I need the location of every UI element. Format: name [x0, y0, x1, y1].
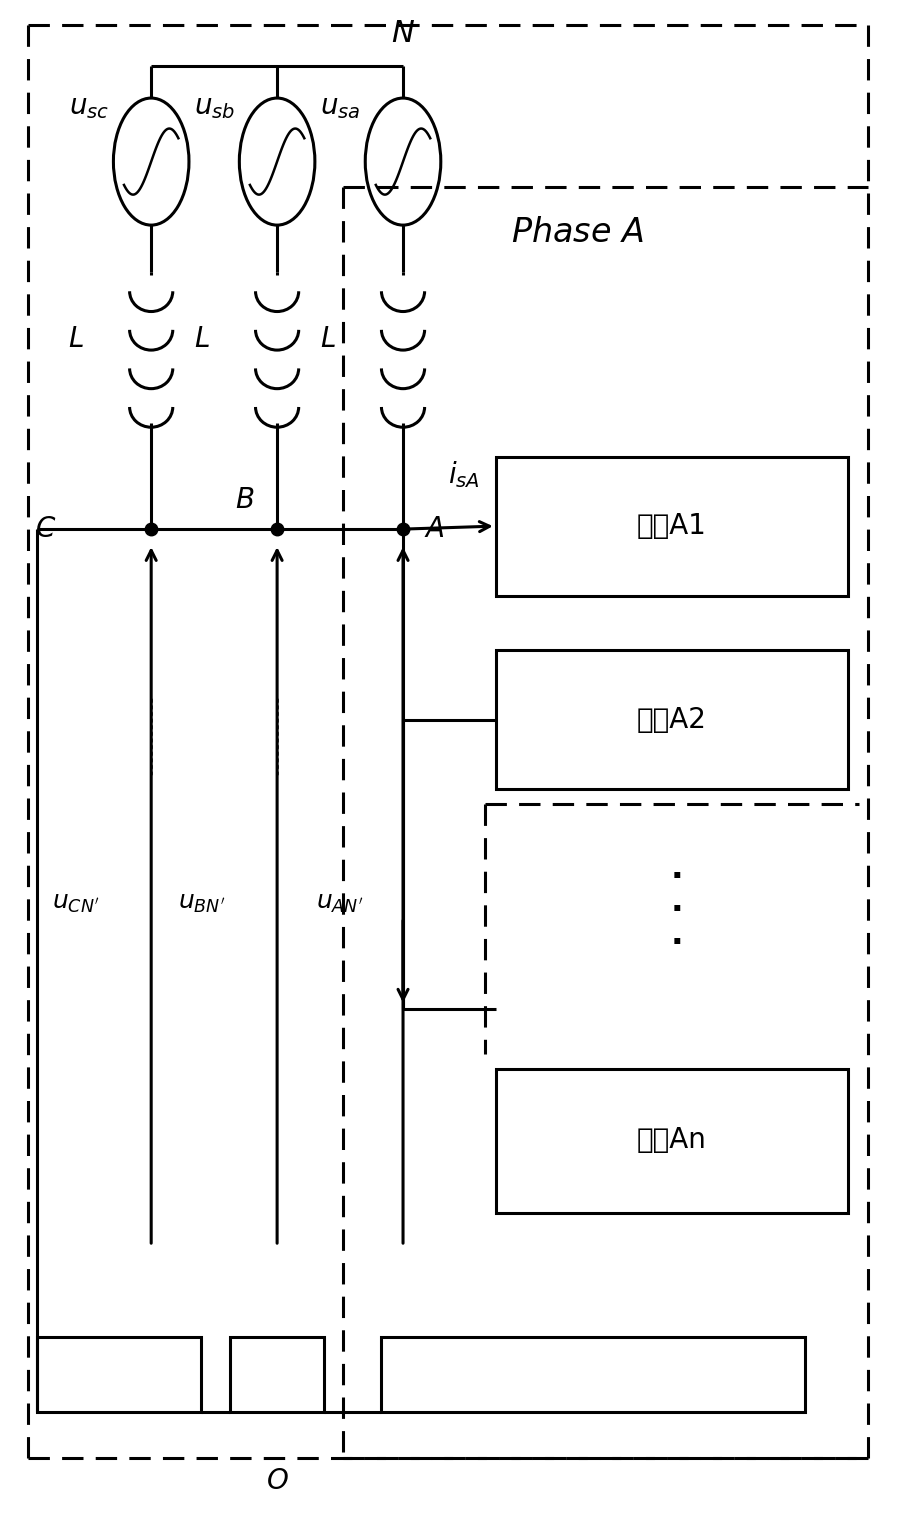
Bar — [496, 457, 848, 595]
Text: $A$: $A$ — [424, 515, 444, 543]
Text: $u_{AN^{\prime}}$: $u_{AN^{\prime}}$ — [316, 891, 363, 915]
Text: $L$: $L$ — [68, 325, 84, 352]
Text: 模块A1: 模块A1 — [637, 512, 707, 540]
Text: $\mathit{Phase\ A}$: $\mathit{Phase\ A}$ — [511, 216, 644, 249]
Text: $N$: $N$ — [391, 20, 415, 49]
Text: $L$: $L$ — [194, 325, 210, 352]
Text: $u_{CN^{\prime}}$: $u_{CN^{\prime}}$ — [52, 891, 100, 915]
Text: 模块An: 模块An — [637, 1126, 707, 1154]
Text: $u_{BN^{\prime}}$: $u_{BN^{\prime}}$ — [178, 891, 225, 915]
Text: $O$: $O$ — [266, 1466, 289, 1495]
Text: ·
·
·: · · · — [671, 861, 683, 959]
Text: $u_{sc}$: $u_{sc}$ — [69, 93, 109, 121]
Bar — [231, 1337, 324, 1412]
Text: $L$: $L$ — [319, 325, 336, 352]
Bar — [496, 1069, 848, 1213]
Bar — [380, 1337, 805, 1412]
Text: $i_{sA}$: $i_{sA}$ — [448, 458, 480, 490]
Text: $C$: $C$ — [35, 515, 57, 543]
Text: $u_{sa}$: $u_{sa}$ — [320, 93, 361, 121]
Text: $u_{sb}$: $u_{sb}$ — [194, 93, 234, 121]
Text: 模块A2: 模块A2 — [637, 706, 707, 733]
Bar — [496, 650, 848, 789]
Bar — [37, 1337, 201, 1412]
Text: $B$: $B$ — [235, 486, 254, 515]
